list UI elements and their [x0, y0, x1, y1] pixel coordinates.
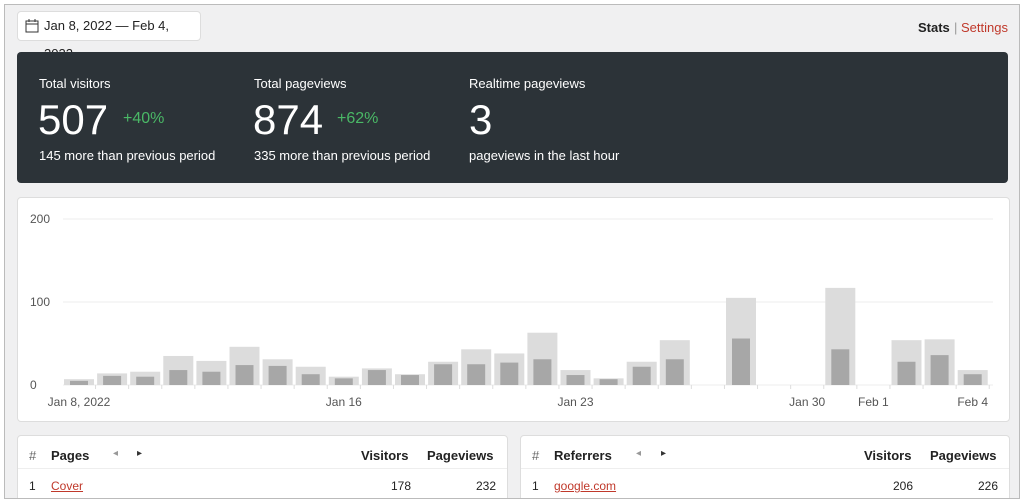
bar [930, 355, 949, 385]
y-tick-label: 100 [30, 295, 50, 309]
next-button[interactable]: ▸ [137, 448, 143, 459]
row-rank: 1 [29, 479, 36, 493]
total-value: 874 [253, 96, 324, 143]
prev-button[interactable]: ◂ [113, 448, 119, 459]
row-pageviews: 232 [475, 479, 496, 493]
bar [963, 374, 982, 385]
totals-panel: Total visitors 507 +40% 145 more than pr… [17, 52, 1008, 183]
dashboard: Jan 8, 2022 — Feb 4, 2022 Stats | Settin… [4, 4, 1020, 499]
chart-panel: 0 100 200 Jan 8, 2022 Jan 16 Jan 23 Jan 30 Feb … [17, 197, 1010, 422]
row-pageviews: 226 [977, 479, 998, 493]
column-header: Visitors [361, 448, 409, 463]
x-tick-label: Jan 23 [557, 395, 593, 409]
total-value: 3 [469, 96, 493, 143]
bar [533, 359, 552, 385]
column-header: Pages [51, 448, 90, 463]
bar [500, 362, 519, 385]
x-tick-label: Jan 8, 2022 [48, 395, 111, 409]
x-tick-label: Jan 16 [326, 395, 362, 409]
total-label: Total visitors [39, 76, 111, 91]
next-button[interactable]: ▸ [661, 448, 667, 459]
total-note: 335 more than previous period [254, 148, 431, 163]
bar [70, 380, 88, 385]
bar [632, 366, 651, 385]
stats-link[interactable]: Stats [918, 20, 950, 35]
bar [136, 376, 155, 385]
bar [434, 364, 453, 385]
total-change: +62% [337, 110, 379, 127]
row-rank: 1 [532, 479, 539, 493]
chart: 0 100 200 Jan 8, 2022 Jan 16 Jan 23 Jan 30 Feb … [30, 212, 993, 409]
bar [334, 378, 353, 385]
pages-table: # Pages ◂ ▸ Visitors Pageviews 1 Cover 1… [17, 435, 508, 498]
y-tick-label: 200 [30, 212, 50, 226]
x-tick-label: Feb 1 [858, 395, 889, 409]
bar [665, 359, 684, 385]
total-change: +40% [123, 110, 165, 127]
divider [521, 468, 1009, 469]
date-picker[interactable]: Jan 8, 2022 — Feb 4, 2022 [17, 11, 201, 61]
bar [732, 338, 750, 385]
y-tick-label: 0 [30, 378, 37, 392]
column-header: Referrers [554, 448, 612, 463]
bar [235, 365, 254, 385]
column-header: Pageviews [930, 448, 997, 463]
x-tick-label: Feb 4 [957, 395, 988, 409]
row-link[interactable]: google.com [554, 479, 617, 493]
settings-link[interactable]: Settings [961, 20, 1008, 35]
bar [169, 370, 188, 385]
total-value: 507 [38, 96, 109, 143]
total-note: pageviews in the last hour [469, 148, 620, 163]
total-note: 145 more than previous period [39, 148, 216, 163]
bar [897, 361, 916, 385]
row-visitors: 206 [892, 479, 913, 493]
column-header: # [29, 448, 37, 463]
column-header: Pageviews [427, 448, 494, 463]
total-label: Total pageviews [254, 76, 347, 91]
bar [268, 365, 287, 385]
row-visitors: 178 [390, 479, 411, 493]
bar [301, 374, 320, 385]
calendar-icon [25, 19, 39, 33]
bar [599, 379, 618, 385]
bar [367, 370, 386, 385]
bar [831, 349, 850, 385]
bar [566, 375, 585, 385]
bar [202, 371, 221, 385]
row-link[interactable]: Cover [51, 479, 84, 493]
separator: | [954, 20, 958, 35]
column-header: Visitors [864, 448, 912, 463]
total-label: Realtime pageviews [469, 76, 586, 91]
bar [401, 375, 419, 385]
prev-button[interactable]: ◂ [636, 448, 642, 459]
bar [103, 375, 122, 385]
referrers-table: # Referrers ◂ ▸ Visitors Pageviews 1 goo… [520, 435, 1010, 498]
x-tick-label: Jan 30 [789, 395, 825, 409]
column-header: # [532, 448, 540, 463]
bar [467, 364, 486, 385]
divider [18, 468, 507, 469]
